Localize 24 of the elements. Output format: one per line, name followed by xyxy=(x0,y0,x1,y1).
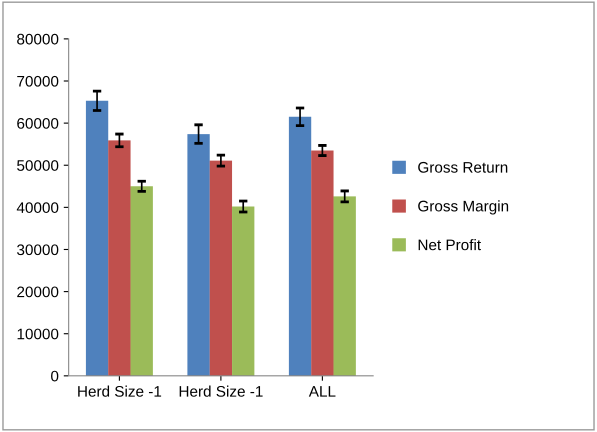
x-tick-label: ALL xyxy=(308,386,336,397)
legend-label: Gross Margin xyxy=(418,200,508,215)
x-tick-label: Herd Size -1 xyxy=(180,386,263,397)
bar xyxy=(288,116,312,376)
bar xyxy=(86,100,108,376)
y-tick-label: 20000 xyxy=(17,286,58,298)
y-tick-label: 70000 xyxy=(17,76,58,87)
bar xyxy=(311,150,334,376)
legend-label: Net Profit xyxy=(418,239,481,250)
y-tick-label: 30000 xyxy=(17,244,58,256)
bar xyxy=(130,186,153,376)
x-tick-label: Herd Size -1 xyxy=(78,386,162,397)
bar xyxy=(334,196,356,376)
y-tick-label: 10000 xyxy=(18,328,58,340)
bar xyxy=(187,134,210,376)
bar xyxy=(108,140,131,376)
bar xyxy=(210,160,232,376)
y-tick-label: 0 xyxy=(51,370,58,382)
y-tick-label: 60000 xyxy=(17,118,58,129)
y-tick-label: 40000 xyxy=(16,202,58,214)
y-tick-label: 50000 xyxy=(17,160,58,171)
y-tick-label: 80000 xyxy=(17,34,58,45)
legend-label: Gross Return xyxy=(418,162,508,173)
bar xyxy=(232,206,254,376)
